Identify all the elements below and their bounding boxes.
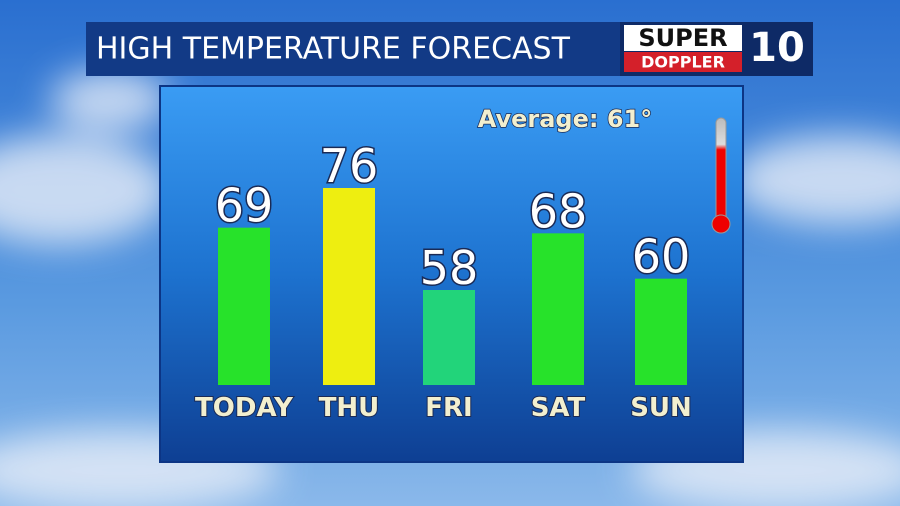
chart-title: HIGH TEMPERATURE FORECAST — [96, 32, 571, 67]
thermometer — [711, 117, 731, 234]
category-label: FRI — [425, 393, 472, 423]
bar — [323, 188, 375, 385]
bar — [532, 233, 584, 385]
category-label: THU — [319, 393, 380, 423]
logo-top-box — [624, 25, 742, 51]
logo: SUPER DOPPLER 10 — [620, 22, 813, 76]
value-label: 60 — [632, 230, 691, 284]
bar — [423, 290, 475, 385]
logo-bottom: DOPPLER — [641, 53, 725, 72]
bar — [635, 278, 687, 385]
value-label: 69 — [215, 179, 274, 233]
title-bar — [86, 22, 620, 76]
value-label: 68 — [529, 184, 588, 238]
value-label: 58 — [420, 241, 479, 295]
bar — [218, 227, 270, 385]
logo-mark: 10 — [749, 25, 805, 71]
category-label: SAT — [531, 393, 586, 423]
category-label: TODAY — [195, 393, 294, 423]
logo-bottom-box — [624, 52, 742, 72]
logo-top: SUPER — [638, 24, 727, 52]
category-label: SUN — [630, 393, 692, 423]
average-annotation: Average: 61° — [478, 105, 652, 133]
value-label: 76 — [320, 139, 379, 193]
